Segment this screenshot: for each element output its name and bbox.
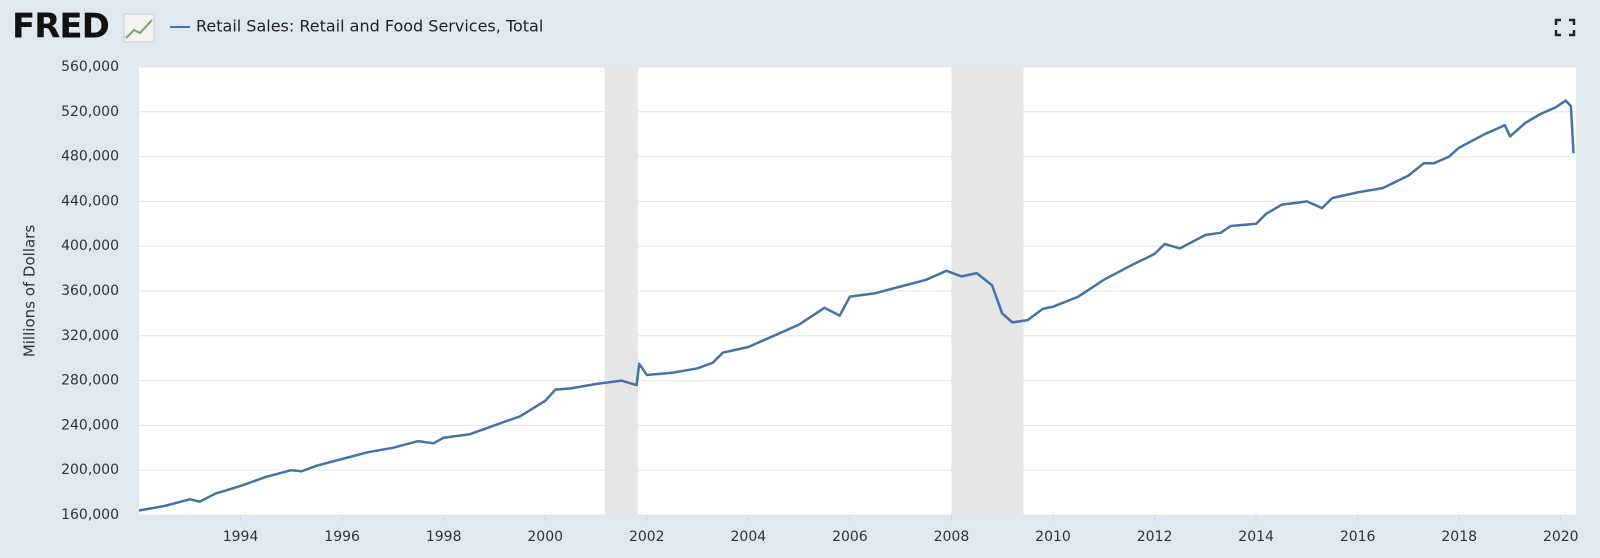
x-tick-label: 2016 xyxy=(1340,529,1376,545)
x-tick-label: 2008 xyxy=(934,529,970,545)
y-tick-label: 200,000 xyxy=(61,462,119,478)
x-tick-label: 2004 xyxy=(731,529,767,545)
y-tick-label: 560,000 xyxy=(61,59,119,75)
y-tick-label: 400,000 xyxy=(61,238,119,254)
x-tick-label: 2000 xyxy=(527,529,563,545)
logo-icon xyxy=(123,13,155,43)
x-tick-label: 2006 xyxy=(832,529,868,545)
fullscreen-icon[interactable] xyxy=(1554,18,1576,37)
y-axis-label: Millions of Dollars xyxy=(21,225,39,358)
x-tick-label: 1994 xyxy=(223,529,259,545)
y-tick-label: 240,000 xyxy=(61,417,119,433)
x-tick-label: 2002 xyxy=(629,529,665,545)
brand-logo: FRED xyxy=(12,7,109,47)
legend-label: Retail Sales: Retail and Food Services, … xyxy=(196,17,543,36)
x-tick-label: 2014 xyxy=(1238,529,1274,545)
x-tick-label: 2018 xyxy=(1441,529,1477,545)
x-tick-label: 2010 xyxy=(1035,529,1071,545)
logo-icon-line xyxy=(125,19,153,39)
y-tick-label: 360,000 xyxy=(61,283,119,299)
x-tick-label: 1998 xyxy=(426,529,462,545)
y-tick-label: 520,000 xyxy=(61,104,119,120)
x-tick-label: 1996 xyxy=(324,529,360,545)
y-tick-label: 280,000 xyxy=(61,373,119,389)
data-line xyxy=(138,99,1575,512)
x-tick-label: 2020 xyxy=(1543,529,1579,545)
x-tick-label: 2012 xyxy=(1137,529,1173,545)
y-tick-label: 160,000 xyxy=(61,507,119,523)
y-tick-label: 440,000 xyxy=(61,193,119,209)
y-tick-label: 320,000 xyxy=(61,328,119,344)
y-tick-label: 480,000 xyxy=(61,149,119,165)
